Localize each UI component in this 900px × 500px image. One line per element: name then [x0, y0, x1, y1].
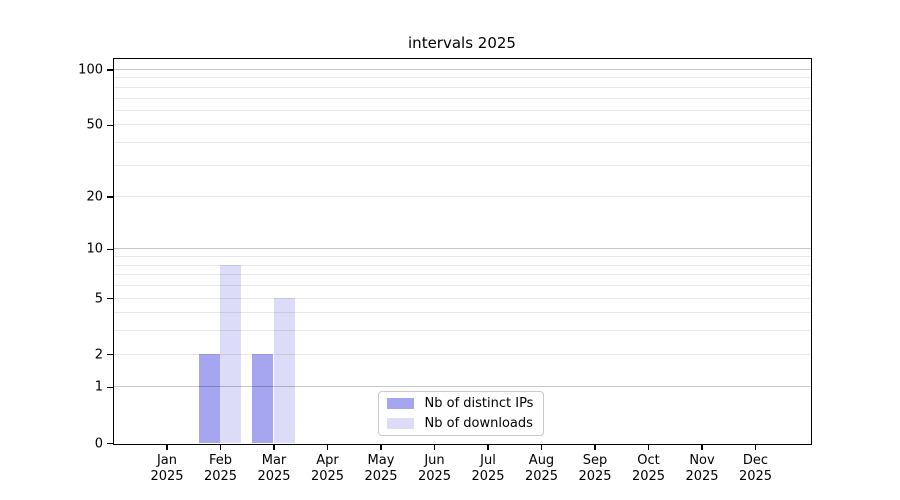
y-tick-label-10: 10	[86, 241, 103, 257]
x-tick-mark-5	[433, 444, 436, 450]
legend: Nb of distinct IPs Nb of downloads	[377, 390, 544, 436]
gridline-y-30	[113, 164, 811, 166]
x-tick-label-2: Mar 2025	[257, 453, 291, 485]
y-tick-mark-0	[107, 442, 113, 445]
gridline-y-60	[113, 109, 811, 111]
x-tick-label-0: Jan 2025	[150, 453, 184, 485]
gridline-y-9	[113, 256, 811, 258]
gridline-y-100	[113, 69, 811, 70]
x-tick-label-10: Nov 2025	[685, 453, 719, 485]
gridline-y-70	[113, 97, 811, 99]
y-tick-mark-100	[107, 69, 113, 71]
chart-title: intervals 2025	[408, 34, 516, 52]
y-tick-label-50: 50	[86, 117, 103, 133]
gridline-y-8	[113, 264, 811, 266]
bars-layer	[114, 59, 811, 445]
y-tick-mark-1	[107, 386, 113, 389]
gridline-y-20	[113, 196, 811, 198]
grid-layer	[113, 59, 811, 445]
x-tick-mark-9	[647, 444, 650, 450]
legend-label-distinct-ips: Nb of distinct IPs	[424, 395, 534, 411]
x-tick-mark-0	[166, 444, 168, 450]
x-tick-mark-10	[701, 444, 703, 450]
gridline-y-3	[113, 330, 811, 332]
x-tick-label-1: Feb 2025	[203, 453, 238, 485]
x-tick-mark-3	[326, 444, 329, 450]
y-tick-label-2: 2	[94, 347, 103, 363]
gridline-y-1	[113, 386, 811, 388]
gridline-y-40	[113, 142, 811, 143]
legend-label-downloads: Nb of downloads	[424, 415, 533, 431]
x-tick-label-9: Oct 2025	[631, 453, 666, 485]
y-tick-label-5: 5	[94, 291, 103, 306]
x-tick-label-7: Aug 2025	[524, 453, 559, 485]
gridline-y-5	[113, 297, 811, 299]
legend-entry-downloads: Nb of downloads	[386, 415, 535, 431]
y-tick-label-100: 100	[78, 62, 103, 78]
gridline-y-7	[113, 274, 811, 276]
x-tick-mark-1	[219, 444, 222, 450]
legend-swatch-distinct-ips-icon	[386, 397, 414, 409]
x-tick-mark-8	[594, 444, 596, 450]
y-tick-label-1: 1	[94, 379, 103, 395]
x-tick-label-6: Jul 2025	[471, 453, 505, 485]
gridline-y-2	[113, 353, 811, 355]
x-tick-mark-7	[540, 444, 543, 450]
y-tick-mark-50	[107, 124, 113, 126]
x-tick-label-5: Jun 2025	[417, 453, 452, 485]
legend-swatch-downloads-icon	[386, 417, 414, 429]
gridline-y-10	[113, 248, 811, 250]
x-tick-mark-6	[487, 444, 489, 450]
x-tick-label-8: Sep 2025	[578, 453, 612, 485]
bar-nb-of-downloads-1	[220, 265, 242, 443]
legend-entry-distinct-ips: Nb of distinct IPs	[386, 395, 535, 411]
y-tick-mark-5	[107, 297, 113, 300]
gridline-y-6	[113, 285, 811, 286]
bar-nb-of-downloads-2	[273, 298, 295, 443]
gridline-y-80	[113, 86, 811, 88]
x-tick-mark-2	[273, 444, 275, 450]
x-tick-mark-11	[754, 444, 757, 450]
gridline-y-50	[113, 124, 811, 126]
y-tick-label-0: 0	[94, 436, 103, 451]
x-tick-mark-4	[380, 444, 382, 450]
bar-nb-of-distinct-ips-2	[252, 354, 274, 443]
y-tick-mark-2	[107, 353, 113, 356]
y-tick-label-20: 20	[86, 189, 103, 205]
y-tick-mark-20	[107, 196, 113, 198]
y-tick-mark-10	[107, 248, 113, 251]
gridline-y-4	[113, 312, 811, 314]
bar-nb-of-distinct-ips-1	[198, 354, 220, 443]
x-tick-label-11: Dec 2025	[738, 453, 773, 485]
x-tick-label-3: Apr 2025	[310, 453, 345, 485]
plot-area: Nb of distinct IPs Nb of downloads	[112, 57, 812, 445]
gridline-y-90	[113, 77, 811, 79]
x-tick-label-4: May 2025	[364, 453, 398, 485]
